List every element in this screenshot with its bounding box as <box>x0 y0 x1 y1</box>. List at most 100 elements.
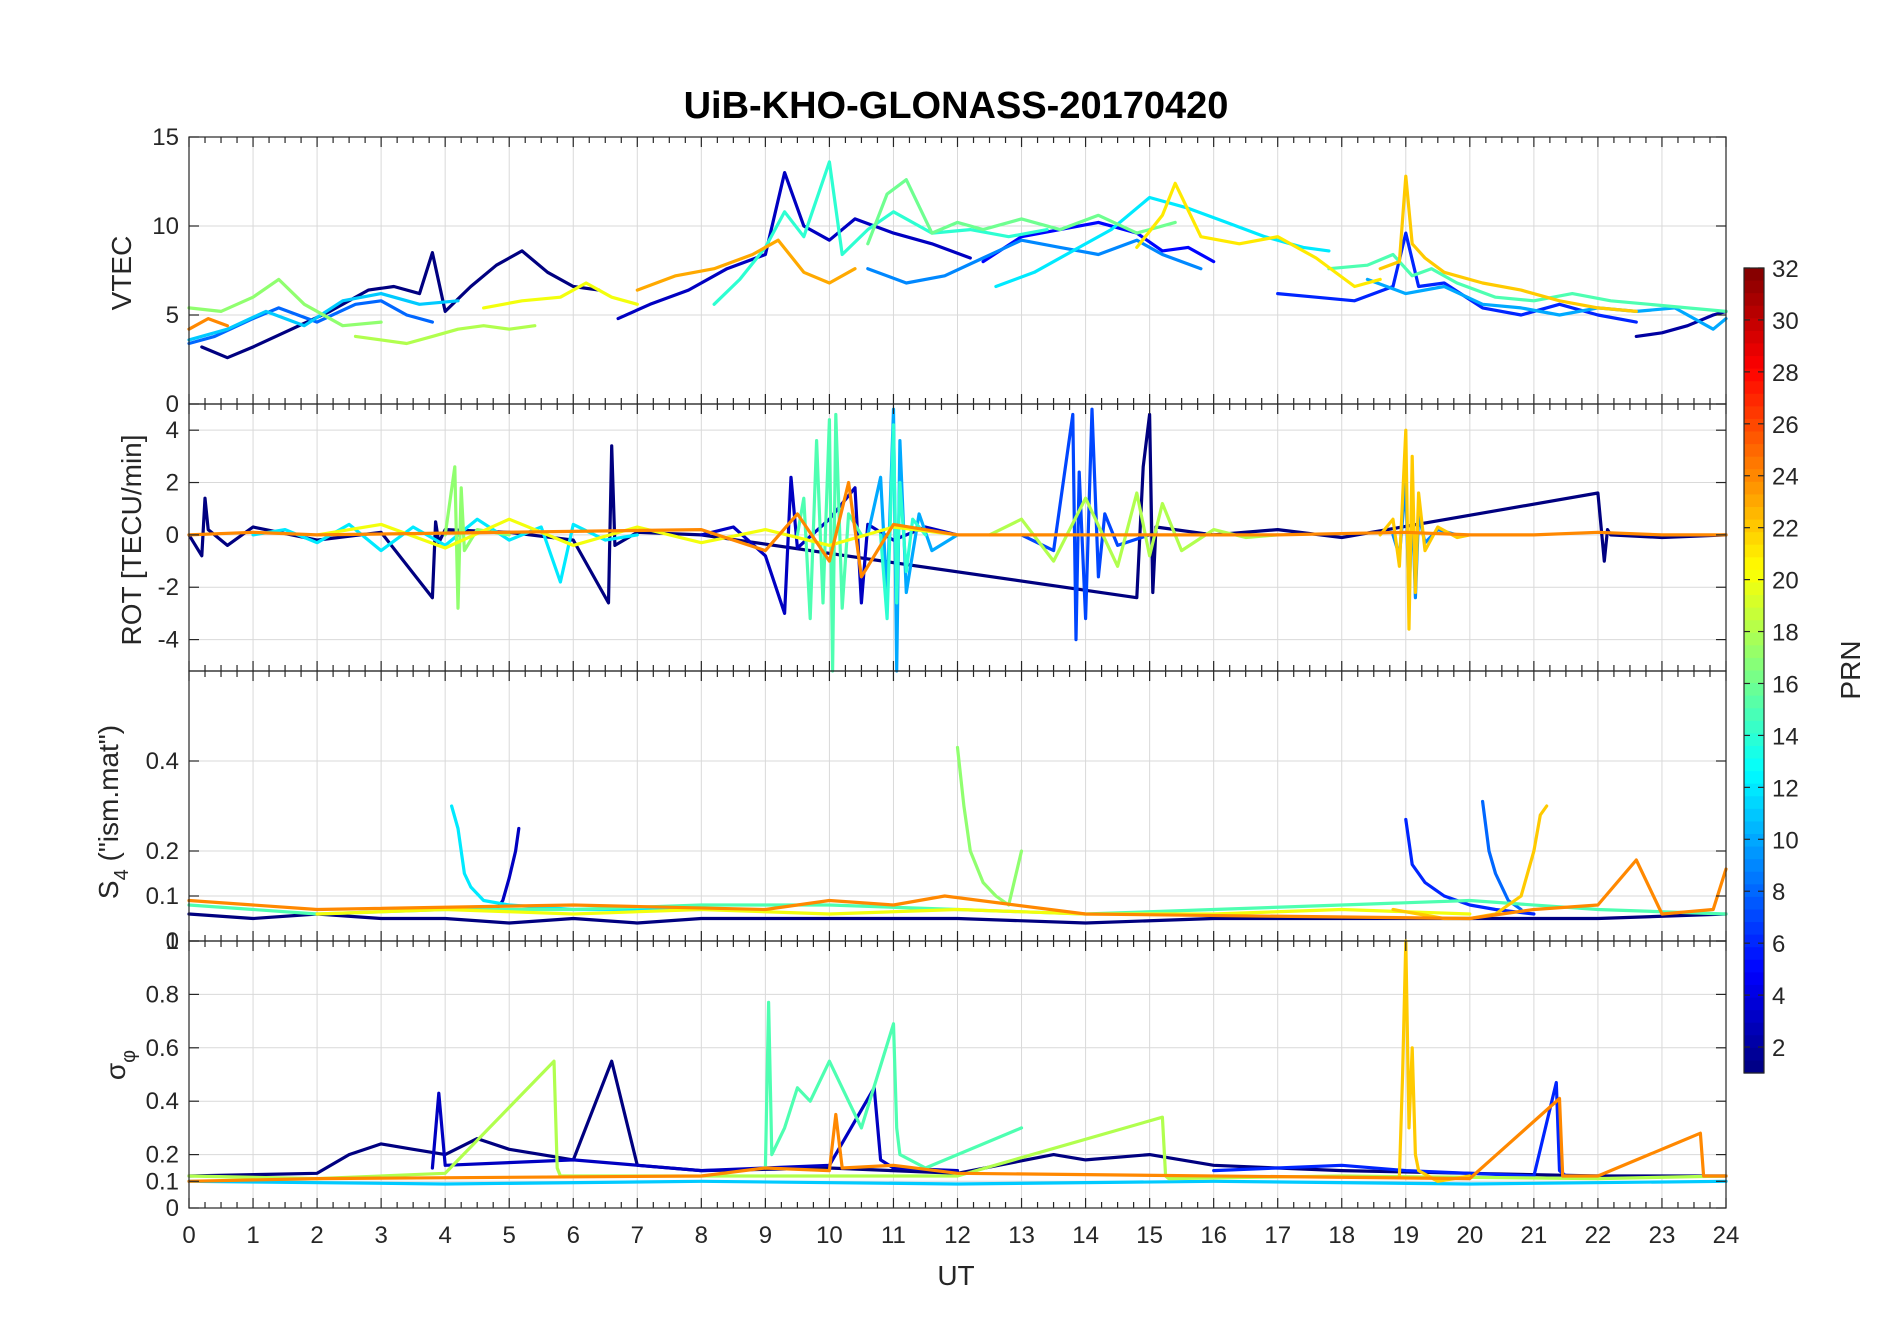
sigma-phi-traces <box>187 939 1728 1186</box>
chart-title: UiB-KHO-GLONASS-20170420 <box>684 85 1229 127</box>
panel-sigma-phi: 00.10.20.40.60.81 σφ <box>100 928 1728 1222</box>
rot-series-prn-18 <box>987 491 1280 568</box>
colorbar-band <box>1744 1022 1764 1036</box>
colorbar-band <box>1744 997 1764 1011</box>
colorbar-band <box>1744 318 1764 332</box>
sigma-phi-ylabel-sub: φ <box>118 1050 140 1063</box>
s4-series-prn-12 <box>450 804 703 912</box>
x-tick-label: 6 <box>567 1222 580 1249</box>
vtec-series-prn-5 <box>981 220 1216 264</box>
sigma-phi-grid <box>188 940 1727 1209</box>
s4-series-prn-8 <box>1480 799 1523 912</box>
x-tick-label: 12 <box>944 1222 971 1249</box>
vtec-series-prn-9 <box>866 238 1203 285</box>
x-tick-label: 20 <box>1456 1222 1483 1249</box>
vtec-series-prn-12 <box>994 195 1331 289</box>
x-tick-label: 23 <box>1649 1222 1676 1249</box>
colorbar-band <box>1744 607 1764 621</box>
s4-y-tick-label: 0.1 <box>146 883 179 910</box>
colorbar-tick-label: 32 <box>1772 256 1799 283</box>
vtec-series-prn-15 <box>1327 252 1728 313</box>
colorbar-band <box>1744 1047 1764 1062</box>
colorbar-tick-label: 8 <box>1772 879 1785 906</box>
vtec-series-prn-14 <box>712 160 1049 306</box>
colorbar-band <box>1744 670 1764 684</box>
x-tick-label: 22 <box>1585 1222 1612 1249</box>
colorbar-band <box>1744 343 1764 357</box>
colorbar-band <box>1744 544 1764 558</box>
vtec-series-prn-22 <box>1378 174 1638 313</box>
s4-series-prn-3 <box>494 826 521 912</box>
x-tick-label: 15 <box>1136 1222 1163 1249</box>
colorbar-tick-label: 12 <box>1772 775 1799 802</box>
colorbar-band <box>1744 293 1764 307</box>
vtec-y-tick-label: 15 <box>152 124 179 151</box>
x-tick-label: 8 <box>695 1222 708 1249</box>
colorbar-band <box>1744 947 1764 961</box>
vtec-y-tick-label: 10 <box>152 213 179 240</box>
rot-series-prn-7 <box>1019 407 1152 642</box>
colorbar-band <box>1744 268 1764 282</box>
rot-y-axis-label: ROT [TECU/min] <box>116 434 147 645</box>
colorbar-band <box>1744 922 1764 936</box>
sigma-phi-axes: 00.10.20.40.60.81 <box>146 928 1727 1222</box>
colorbar-band <box>1744 620 1764 634</box>
x-tick-label: 2 <box>310 1222 323 1249</box>
sigma_phi-y-tick-label: 0.1 <box>146 1168 179 1195</box>
colorbar-band <box>1744 305 1764 319</box>
s4-ylabel-sub: 4 <box>111 869 133 880</box>
rot-y-tick-label: 4 <box>166 417 179 444</box>
colorbar-band <box>1744 984 1764 999</box>
x-tick-label: 13 <box>1008 1222 1035 1249</box>
rot-y-tick-label: 0 <box>166 522 179 549</box>
panel-vtec: 0 5 10 15 VTEC <box>106 124 1728 418</box>
colorbar-band <box>1744 896 1764 911</box>
vtec-series-prn-3 <box>616 171 972 321</box>
x-axis-label: UT <box>937 1260 974 1291</box>
colorbar-band <box>1744 909 1764 923</box>
rot-series-prn-15 <box>795 412 864 673</box>
s4-ylabel-rest: ("ism.mat") <box>93 725 124 869</box>
panel-rot: -4 -2 0 2 4 ROT [TECU/min] <box>116 403 1728 673</box>
x-tick-label: 1 <box>246 1222 259 1249</box>
colorbar-band <box>1744 859 1764 873</box>
colorbar-tick-label: 26 <box>1772 412 1799 439</box>
colorbar-band <box>1744 657 1764 672</box>
colorbar-tick-label: 28 <box>1772 360 1799 387</box>
x-tick-label: 21 <box>1521 1222 1548 1249</box>
colorbar-band <box>1744 934 1764 948</box>
colorbar-tick-label: 22 <box>1772 516 1799 543</box>
colorbar-band <box>1744 280 1764 294</box>
colorbar-band <box>1744 532 1764 546</box>
colorbar-band <box>1744 884 1764 898</box>
panel-s4: 0 0.1 0.2 0.4 S4 ("ism.mat") <box>93 670 1728 955</box>
s4-traces <box>187 745 1728 925</box>
colorbar-band <box>1744 808 1764 823</box>
colorbar-band <box>1744 381 1764 395</box>
sigma_phi-y-tick-label: 0.8 <box>146 981 179 1008</box>
colorbar-tick-label: 4 <box>1772 983 1785 1010</box>
vtec-series-prn-20 <box>482 281 639 310</box>
x-tick-label: 18 <box>1328 1222 1355 1249</box>
rot-series-prn-20 <box>315 517 960 550</box>
colorbar-tick-label: 24 <box>1772 464 1799 491</box>
x-axis-tick-labels: 0 1 2 3 4 5 6 7 8 9 10 11 12 13 14 15 16 17 18 19 20 21 22 23 24 <box>182 1222 1739 1249</box>
colorbar-band <box>1744 733 1764 747</box>
s4-grid <box>188 671 1727 942</box>
sigma_phi-series-prn-22 <box>1397 939 1472 1183</box>
vtec-series-prn-6 <box>1276 231 1638 324</box>
colorbar-tick-label: 2 <box>1772 1035 1785 1062</box>
colorbar-band <box>1744 582 1764 596</box>
colorbar-tick-label: 16 <box>1772 671 1799 698</box>
colorbar-band <box>1744 708 1764 722</box>
colorbar-band <box>1744 444 1764 458</box>
sigma_phi-y-tick-label: 0.6 <box>146 1035 179 1062</box>
rot-traces <box>187 407 1728 673</box>
colorbar-band <box>1744 695 1764 709</box>
rot-y-tick-label: 2 <box>166 470 179 497</box>
colorbar-band <box>1744 368 1764 382</box>
rot-y-tick-label: -2 <box>158 574 179 601</box>
s4-y-axis-label: S4 ("ism.mat") <box>93 725 133 899</box>
x-tick-label: 16 <box>1200 1222 1227 1249</box>
